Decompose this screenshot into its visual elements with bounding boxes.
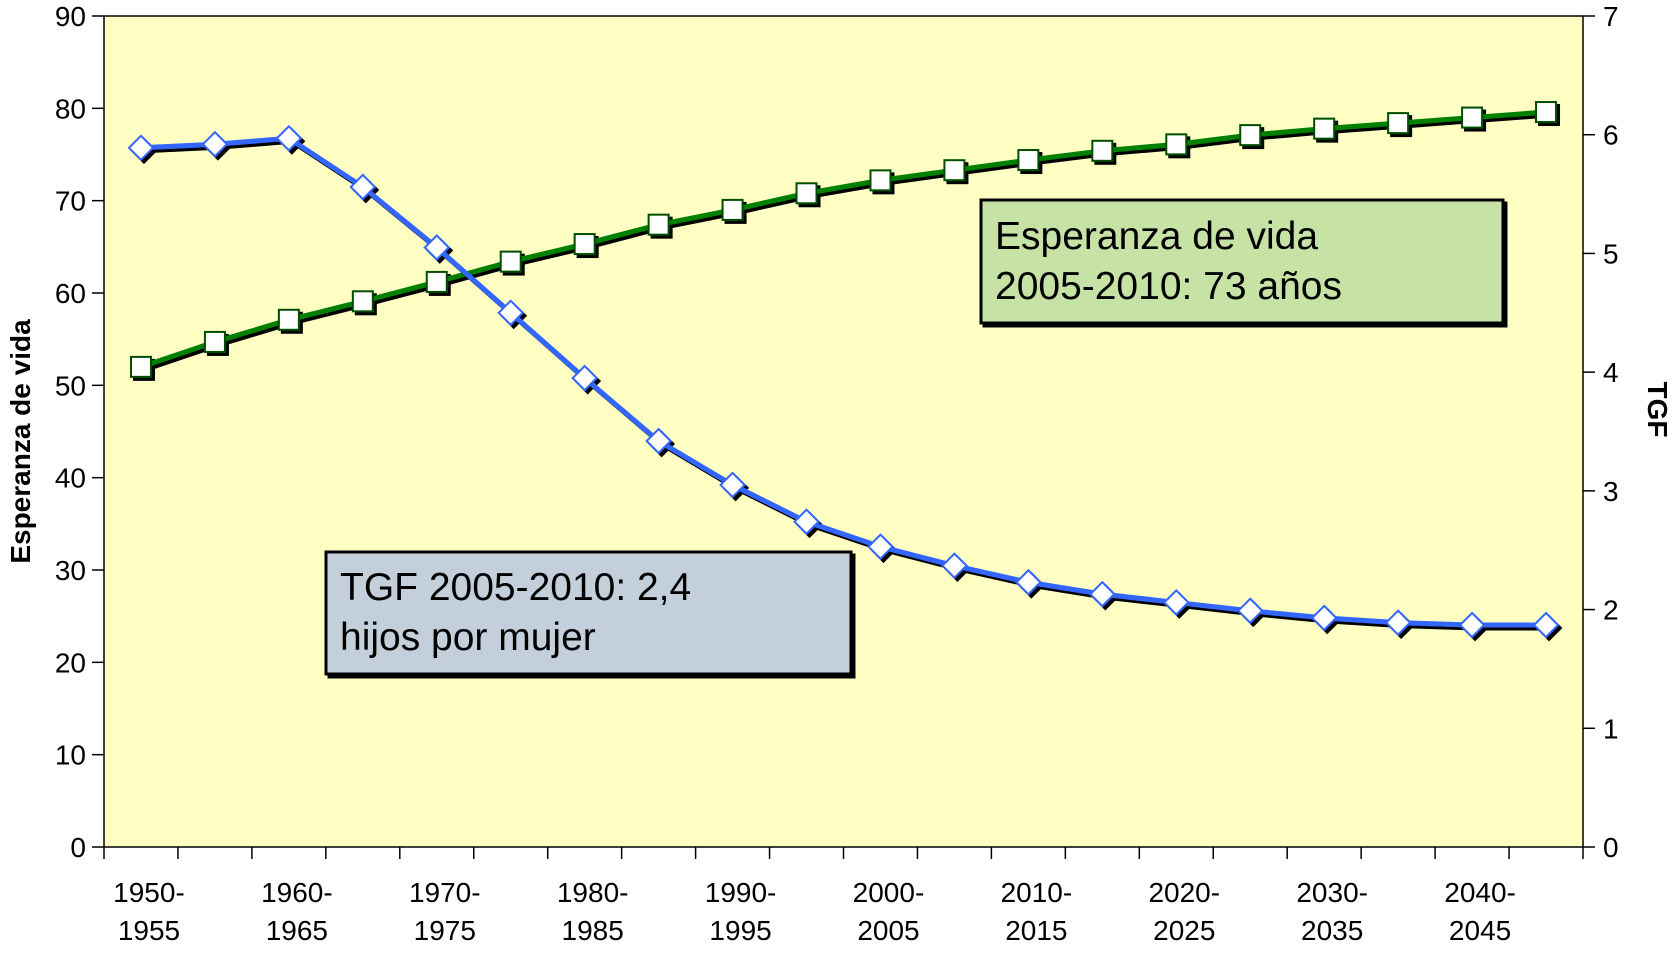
y-tick-label: 30 <box>55 555 86 586</box>
marker <box>1313 117 1336 140</box>
y-tick-label: 10 <box>55 740 86 771</box>
marker <box>425 270 448 293</box>
y-tick-label: 80 <box>55 93 86 124</box>
marker <box>721 198 744 221</box>
series-line <box>140 109 1547 370</box>
marker <box>1535 101 1558 124</box>
marker <box>1014 568 1042 596</box>
y-tick-label: 40 <box>55 463 86 494</box>
marker <box>869 169 892 192</box>
marker <box>499 250 522 273</box>
marker <box>1088 580 1116 608</box>
y-tick-label: 70 <box>55 186 86 217</box>
y-tick-label: 50 <box>55 370 86 401</box>
marker <box>127 134 155 162</box>
marker <box>1387 112 1410 135</box>
marker <box>1091 139 1114 162</box>
y2-tick-label: 3 <box>1603 476 1619 507</box>
y2-tick-label: 6 <box>1603 120 1619 151</box>
x-tick-label: 1980-1985 <box>557 877 629 946</box>
y-tick-label: 20 <box>55 647 86 678</box>
plot-area <box>103 15 1584 848</box>
marker <box>1532 611 1560 639</box>
marker <box>647 213 670 236</box>
marker <box>1236 597 1264 625</box>
marker <box>203 330 226 353</box>
y2-tick-label: 4 <box>1603 357 1619 388</box>
marker <box>1310 604 1338 632</box>
marker <box>423 234 451 261</box>
y2-tick-label: 0 <box>1603 832 1619 863</box>
marker <box>349 173 377 201</box>
marker <box>129 355 152 378</box>
y-tick-label: 0 <box>70 832 86 863</box>
x-tick-label: 1990-1995 <box>705 877 777 946</box>
marker <box>1461 106 1484 129</box>
marker <box>1239 124 1262 147</box>
marker <box>719 471 746 499</box>
annotation-text: TGF 2005-2010: 2,4 hijos por mujer <box>340 566 691 659</box>
x-tick-label: 1970-1975 <box>409 877 481 946</box>
x-tick-label: 2020-2025 <box>1148 877 1220 946</box>
marker <box>1162 589 1190 616</box>
marker <box>1384 609 1412 637</box>
annotation-box <box>979 198 1505 325</box>
marker <box>1458 611 1486 639</box>
marker <box>795 182 818 205</box>
marker <box>793 508 820 536</box>
marker <box>351 290 374 313</box>
series <box>127 124 1560 639</box>
marker <box>867 533 894 561</box>
y-tick-label: 60 <box>55 278 86 309</box>
marker <box>277 308 300 331</box>
marker <box>573 233 596 256</box>
annotation-box <box>324 550 853 676</box>
marker <box>1165 133 1188 156</box>
marker <box>1017 149 1040 172</box>
y2-tick-label: 1 <box>1603 713 1619 744</box>
x-tick-label: 2040-2045 <box>1444 877 1516 946</box>
y2-tick-label: 7 <box>1603 1 1619 32</box>
y2-tick-label: 2 <box>1603 595 1619 626</box>
marker <box>645 427 673 455</box>
y2-tick-label: 5 <box>1603 238 1619 269</box>
y-axis-title: Esperanza de vida <box>5 319 36 564</box>
y-tick-label: 90 <box>55 1 86 32</box>
marker <box>497 299 525 327</box>
marker <box>275 124 303 152</box>
x-tick-label: 2000-2005 <box>853 877 925 946</box>
x-tick-label: 2030-2035 <box>1296 877 1368 946</box>
marker <box>571 364 599 392</box>
y2-axis-title: TGF <box>1642 382 1673 438</box>
marker <box>201 130 229 158</box>
x-tick-label: 1950-1955 <box>113 877 185 946</box>
marker <box>941 552 968 580</box>
series <box>129 101 1558 378</box>
marker <box>943 159 966 182</box>
x-tick-label: 2010-2015 <box>1001 877 1073 946</box>
series-line <box>140 135 1547 628</box>
annotation-text: Esperanza de vida 2005-2010: 73 años <box>995 215 1342 308</box>
x-tick-label: 1960-1965 <box>261 877 333 946</box>
